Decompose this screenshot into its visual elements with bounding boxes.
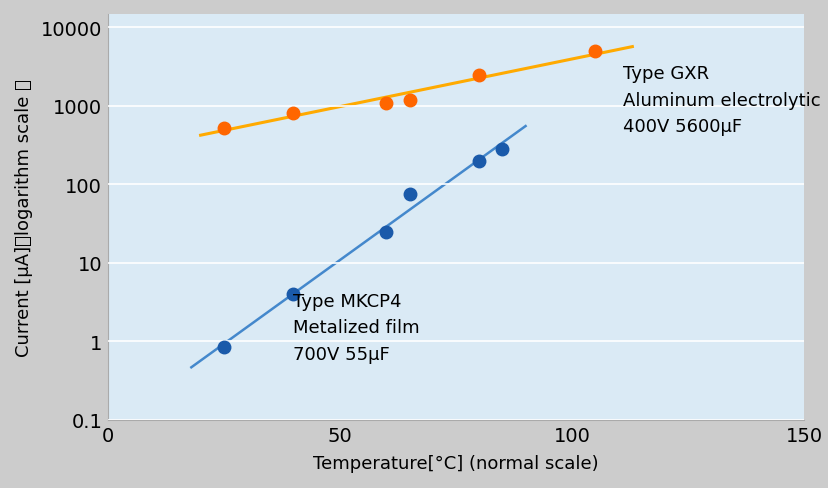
Text: Type MKCP4
Metalized film
700V 55μF: Type MKCP4 Metalized film 700V 55μF — [293, 292, 420, 363]
Y-axis label: Current [μA]（logarithm scale ）: Current [μA]（logarithm scale ） — [14, 79, 32, 356]
X-axis label: Temperature[°C] (normal scale): Temperature[°C] (normal scale) — [313, 454, 598, 472]
Text: Type GXR
Aluminum electrolytic
400V 5600μF: Type GXR Aluminum electrolytic 400V 5600… — [623, 65, 820, 136]
